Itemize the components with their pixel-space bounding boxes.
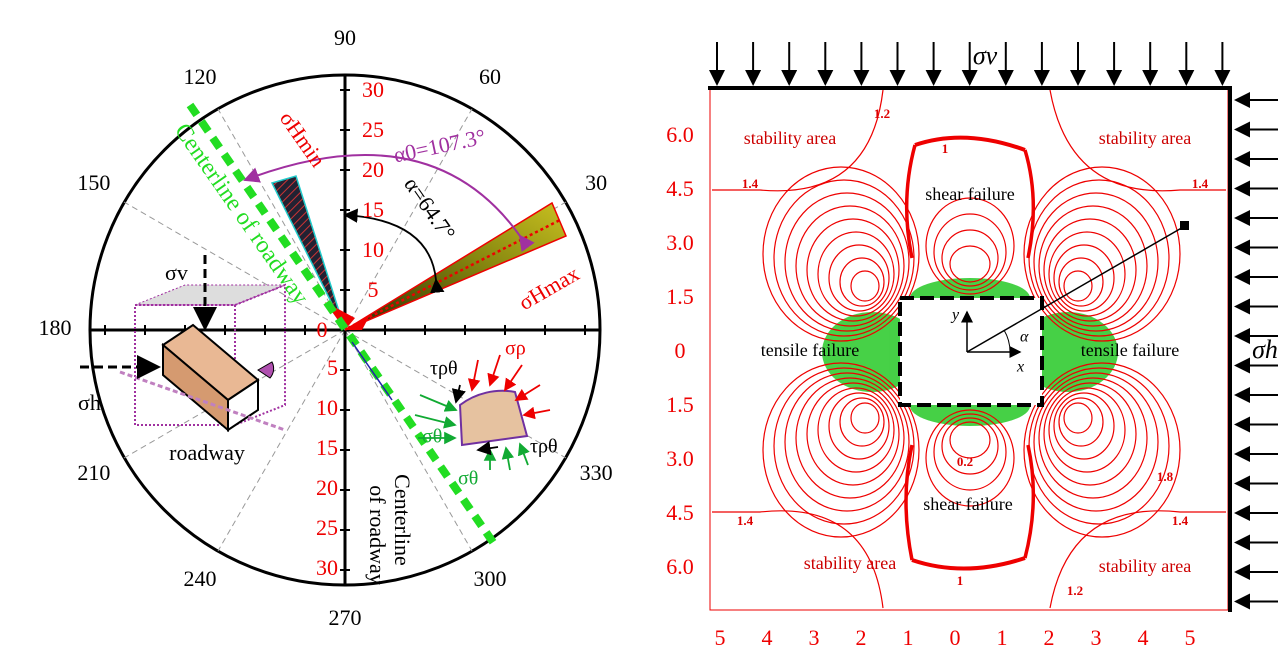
x-axis-label: 5 (715, 625, 726, 650)
x-axis-label: 5 (1185, 625, 1196, 650)
blue-line (352, 342, 392, 400)
alpha0-label: α0=107.3° (391, 124, 487, 168)
sigma-hmax-label: σHmax (514, 261, 583, 315)
sigma-rho-label: σρ (505, 338, 526, 360)
radial-label: 25 (316, 515, 338, 540)
radial-label: 10 (316, 395, 338, 420)
sigma-v-label: σv (973, 41, 998, 70)
angle-label: 300 (474, 566, 507, 591)
contour-label: 1.2 (1067, 583, 1083, 598)
contour-label: 1.4 (737, 513, 754, 528)
x-axis-label: 4 (762, 625, 773, 650)
radial-label: 20 (316, 475, 338, 500)
x-axis-label: 3 (1091, 625, 1102, 650)
contour-label: 1 (957, 573, 964, 588)
tensile-failure-label: tensile failure (1081, 340, 1179, 360)
angle-label: 210 (77, 460, 110, 485)
x-axis-label: 3 (809, 625, 820, 650)
sigma-h-label: σh (1252, 335, 1278, 364)
contour-label: 1.4 (1192, 176, 1209, 191)
angle-label: 270 (329, 605, 362, 630)
y-axis-label: 6.0 (666, 554, 694, 579)
y-axis-label: 0 (675, 338, 686, 363)
stability-area-label: stability area (1099, 556, 1191, 576)
y-axis-label: 6.0 (666, 122, 694, 147)
x-axis-label: 4 (1138, 625, 1149, 650)
radial-label: 25 (362, 117, 384, 142)
stability-area-label: stability area (1099, 128, 1191, 148)
radial-label: 5 (368, 277, 379, 302)
x-axis-label: 2 (856, 625, 867, 650)
sigma-v-label: σv (165, 260, 188, 285)
page: {"left": { "angle_labels": ["30", "60", … (0, 0, 1285, 657)
radial-end-marker (1180, 221, 1189, 230)
angle-label: α (1020, 329, 1029, 346)
radial-label: 20 (362, 157, 384, 182)
contour-label: 1.2 (874, 106, 890, 121)
shear-failure-label: shear failure (923, 494, 1012, 514)
y-axis-label: 4.5 (666, 176, 694, 201)
radial-label: 0 (317, 317, 328, 342)
contour-label: 1.4 (742, 176, 759, 191)
angle-label: 30 (585, 170, 607, 195)
tau-label: τρθ (430, 358, 458, 380)
centerline-vert-label: of roadway (365, 485, 390, 585)
radial-label: 10 (362, 237, 384, 262)
x-label: x (1016, 359, 1024, 376)
angle-label: 120 (184, 64, 217, 89)
stability-area-label: stability area (744, 128, 836, 148)
alpha-label: α=64.7° (399, 172, 460, 245)
figure: 306090120150180210240270300330 051015202… (0, 0, 1285, 657)
y-axis-label: 3.0 (666, 230, 694, 255)
angle-label: 180 (39, 315, 72, 340)
y-axis-label: 3.0 (666, 446, 694, 471)
y-axis-label: 4.5 (666, 500, 694, 525)
y-axis-label: 1.5 (666, 392, 694, 417)
polar-diagram: 30 60 90 120 150 180 210 240 270 300 330 0 5 10 15 20 2… (39, 25, 613, 630)
sigma-h-label: σh (78, 390, 101, 415)
tensile-failure-label: tensile failure (761, 340, 859, 360)
shear-failure-label: shear failure (925, 184, 1014, 204)
tau-label: τρθ (530, 436, 558, 458)
radial-label: 5 (327, 355, 338, 380)
angle-label: 150 (77, 170, 110, 195)
contour-label: 1 (942, 141, 949, 156)
roadway-label: roadway (169, 440, 245, 465)
contour-label: 1.8 (1157, 469, 1174, 484)
x-axis-label: 1 (997, 625, 1008, 650)
x-axis-label: 0 (950, 625, 961, 650)
centerline-vert-label: Centerline (390, 474, 415, 566)
angle-label: 330 (580, 460, 613, 485)
y-label: y (950, 307, 960, 324)
contour-label: 1.4 (1172, 513, 1189, 528)
sigma-theta-label: σθ (422, 426, 442, 448)
radial-label: 30 (316, 555, 338, 580)
radial-label: 30 (362, 77, 384, 102)
stability-area-label: stability area (804, 553, 896, 573)
alpha-arc (345, 215, 436, 280)
angle-label: 240 (184, 566, 217, 591)
x-axis-label: 1 (903, 625, 914, 650)
radial-label: 15 (316, 435, 338, 460)
radial-label: 15 (362, 197, 384, 222)
x-axis-label: 2 (1044, 625, 1055, 650)
contour-plot: 6.0 4.5 3.0 1.5 0 1.5 3.0 4.5 6.0 5 4 3 2 1 0 1 2 3 4 5 stab… (666, 41, 1278, 650)
sigma-theta-label: σθ (458, 468, 478, 490)
angle-label: 60 (479, 64, 501, 89)
angle-label: 90 (334, 25, 356, 50)
y-axis-label: 1.5 (666, 284, 694, 309)
contour-label: 0.2 (957, 454, 973, 469)
